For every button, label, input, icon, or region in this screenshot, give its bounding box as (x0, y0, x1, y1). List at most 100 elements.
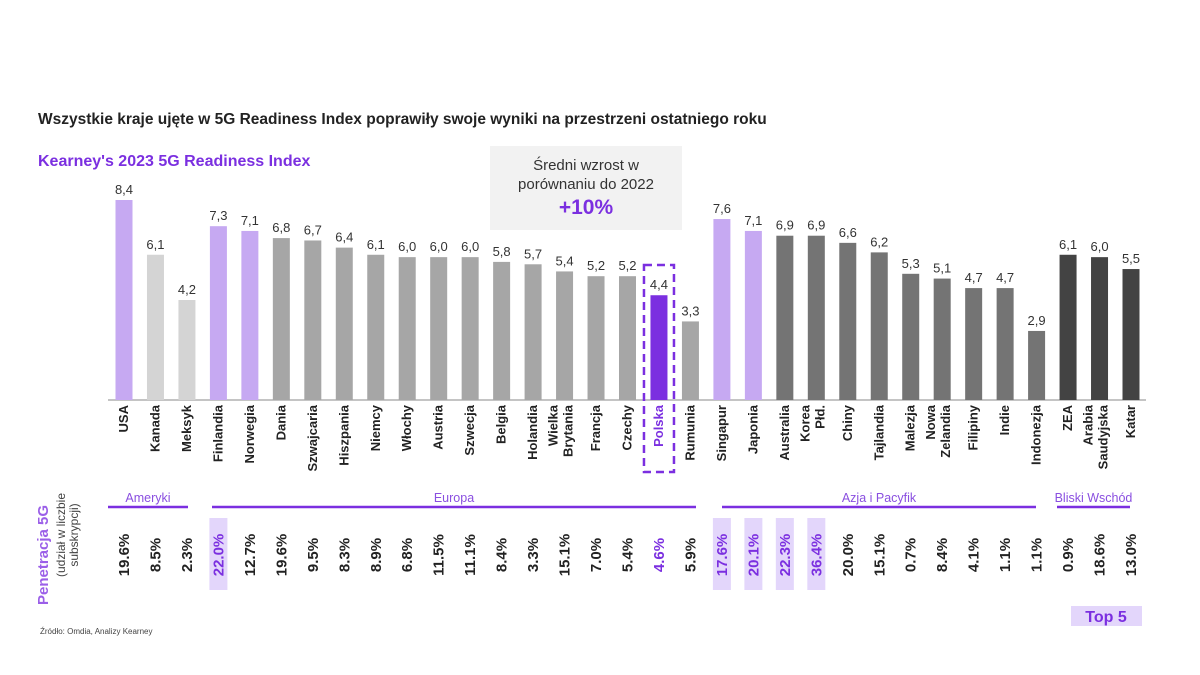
bar (178, 300, 196, 400)
bar (241, 230, 259, 400)
penetration-value: 19.6% (273, 534, 290, 577)
category-label: Kanada (147, 404, 162, 452)
value-label: 5,1 (933, 261, 951, 276)
region-label: Bliski Wschód (1055, 491, 1133, 505)
value-label: 6,8 (272, 220, 290, 235)
penetration-value: 22.3% (777, 534, 794, 577)
value-label: 6,0 (430, 239, 448, 254)
bar (681, 321, 699, 400)
value-label: 3,3 (681, 303, 699, 318)
penetration-value: 8.3% (336, 538, 353, 572)
category-label: ZEA (1060, 404, 1075, 431)
bar (1028, 330, 1046, 400)
penetration-value: 17.6% (714, 534, 731, 577)
category-label: Belgia (494, 404, 509, 444)
top5-highlight (744, 518, 763, 590)
top5-highlight (807, 518, 826, 590)
penetration-value: 5.4% (620, 538, 637, 572)
penetration-value: 3.3% (525, 538, 542, 572)
bar (870, 252, 888, 400)
bar (556, 271, 574, 400)
penetration-sub2: subskrypcji) (67, 503, 81, 566)
penetration-value: 20.1% (745, 534, 762, 577)
penetration-value: 4.6% (651, 538, 668, 572)
penetration-value: 11.1% (462, 534, 479, 576)
category-label: Katar (1123, 405, 1138, 438)
penetration-value: 7.0% (588, 538, 605, 572)
bar (587, 276, 605, 400)
category-label: Holandia (525, 404, 540, 460)
category-label: Singapur (714, 405, 729, 461)
category-label: Rumunia (682, 404, 697, 460)
top5-highlight (712, 518, 731, 590)
category-label: Korea (797, 404, 812, 442)
penetration-value: 5.9% (682, 538, 699, 572)
value-label: 6,2 (870, 234, 888, 249)
value-label: 6,6 (839, 225, 857, 240)
bar (839, 242, 857, 400)
category-label: Brytania (561, 404, 576, 457)
penetration-value: 15.1% (557, 534, 574, 577)
bar (965, 288, 983, 400)
bar (146, 254, 164, 400)
category-label: Włochy (399, 404, 414, 451)
penetration-value: 1.1% (1029, 538, 1046, 572)
bar (744, 230, 762, 400)
value-label: 5,8 (493, 244, 511, 259)
region-label: Ameryki (125, 491, 170, 505)
penetration-value: 8.9% (368, 538, 385, 572)
bar (461, 257, 479, 400)
value-label: 6,4 (335, 230, 353, 245)
category-label: Dania (273, 404, 288, 440)
bar (650, 295, 668, 400)
category-label: Czechy (620, 404, 635, 450)
category-label: Indie (997, 405, 1012, 435)
category-label: Hiszpania (336, 404, 351, 465)
value-label: 6,7 (304, 222, 322, 237)
bar (619, 276, 636, 400)
penetration-value: 11.5% (431, 534, 448, 576)
bar (996, 288, 1014, 400)
top5-legend-box (1071, 606, 1142, 626)
value-label: 6,1 (1059, 237, 1077, 252)
chart-title: Kearney's 2023 5G Readiness Index (38, 153, 311, 170)
penetration-value: 8.4% (494, 538, 511, 572)
bar (1059, 254, 1077, 400)
value-label: 6,0 (461, 239, 479, 254)
bar (272, 238, 290, 400)
bar (524, 264, 542, 400)
callout-value: +10% (559, 196, 614, 219)
source-note: Źródło: Omdia, Analizy Kearney (40, 627, 153, 636)
category-label: Indonezja (1029, 404, 1044, 465)
penetration-value: 4.1% (966, 538, 983, 572)
value-label: 4,7 (965, 270, 983, 285)
value-label: 5,7 (524, 246, 542, 261)
value-label: 7,3 (209, 208, 227, 223)
value-label: 4,7 (996, 270, 1014, 285)
category-label: Meksyk (179, 404, 194, 452)
penetration-value: 22.0% (210, 534, 227, 577)
callout-box (490, 146, 682, 230)
bar (1091, 257, 1109, 400)
category-label: Francja (588, 404, 603, 451)
bar (713, 219, 731, 400)
bar (115, 200, 133, 400)
penetration-value: 20.0% (840, 534, 857, 577)
callout-line1: Średni wzrost w (533, 156, 639, 174)
highlight-box (642, 263, 676, 474)
penetration-value: 0.9% (1060, 538, 1077, 572)
bar (367, 254, 385, 400)
bar (335, 247, 353, 400)
category-label: Austria (431, 404, 446, 450)
value-label: 4,2 (178, 282, 196, 297)
region-label: Europa (434, 491, 474, 505)
penetration-value: 15.1% (871, 534, 888, 577)
penetration-title: Penetracja 5G (35, 505, 52, 605)
top5-highlight (209, 518, 228, 590)
value-label: 6,1 (367, 237, 385, 252)
value-label: 2,9 (1028, 313, 1046, 328)
category-label: USA (116, 404, 131, 432)
value-label: 5,3 (902, 256, 920, 271)
